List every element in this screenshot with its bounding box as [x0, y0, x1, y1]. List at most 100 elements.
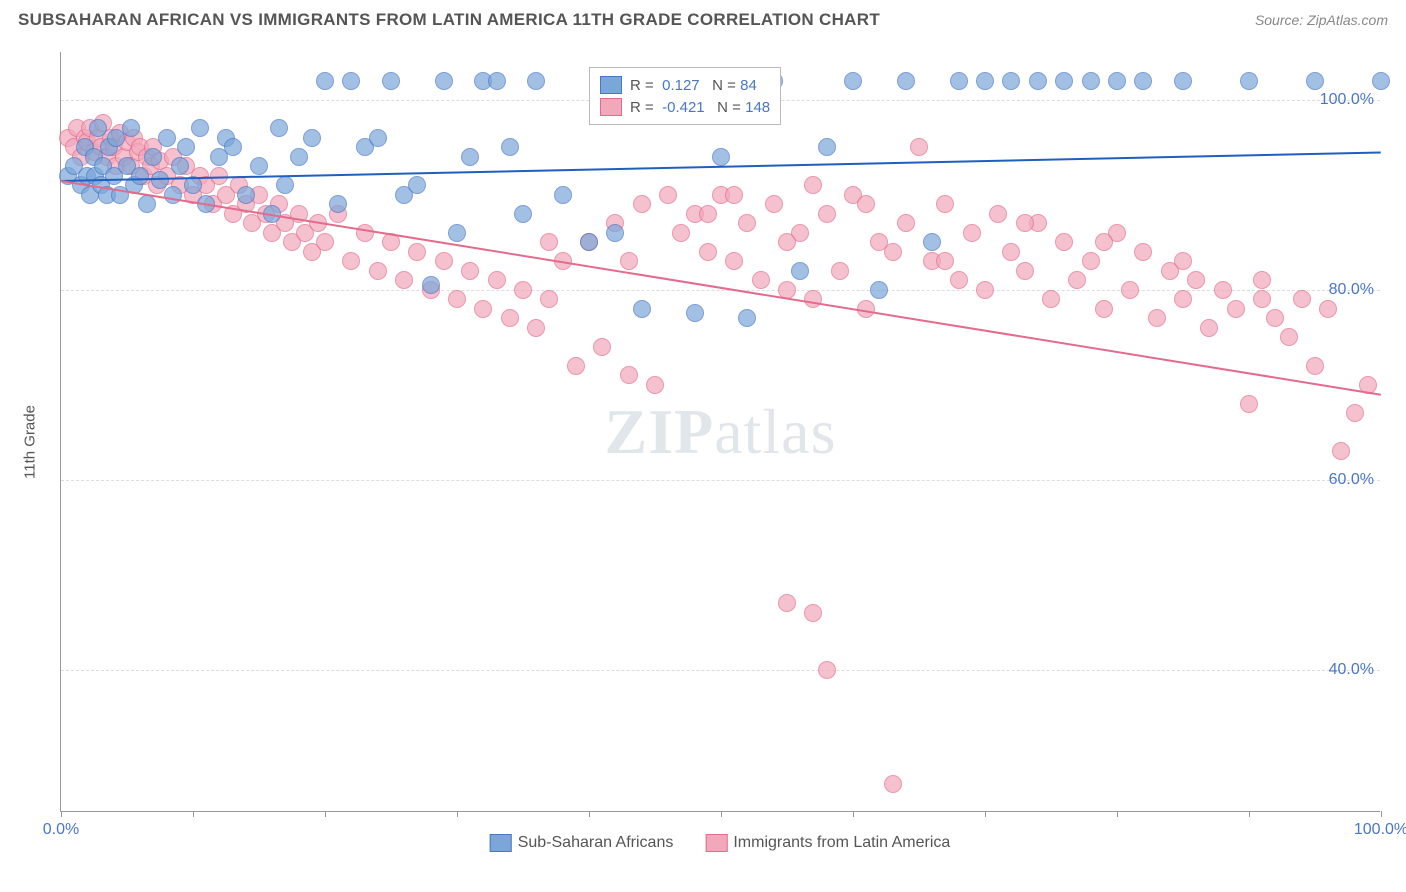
- data-point: [765, 195, 783, 213]
- watermark: ZIPatlas: [605, 395, 837, 469]
- data-point: [936, 252, 954, 270]
- legend-swatch: [705, 834, 727, 852]
- data-point: [804, 176, 822, 194]
- data-point: [316, 233, 334, 251]
- legend-swatch: [600, 76, 622, 94]
- data-point: [514, 205, 532, 223]
- data-point: [369, 129, 387, 147]
- data-point: [804, 290, 822, 308]
- chart-container: 11th Grade ZIPatlas 40.0%60.0%80.0%100.0…: [50, 42, 1390, 842]
- data-point: [1016, 262, 1034, 280]
- data-point: [435, 252, 453, 270]
- data-point: [448, 224, 466, 242]
- xtick-label: 100.0%: [1354, 821, 1406, 839]
- legend-row: R = 0.127 N = 84: [600, 74, 770, 96]
- data-point: [804, 604, 822, 622]
- data-point: [606, 224, 624, 242]
- data-point: [177, 138, 195, 156]
- gridline: [61, 670, 1380, 671]
- data-point: [514, 281, 532, 299]
- data-point: [1306, 357, 1324, 375]
- data-point: [1346, 404, 1364, 422]
- data-point: [89, 119, 107, 137]
- data-point: [1002, 72, 1020, 90]
- data-point: [1029, 72, 1047, 90]
- data-point: [422, 276, 440, 294]
- plot-area: ZIPatlas 40.0%60.0%80.0%100.0%0.0%100.0%…: [60, 52, 1380, 812]
- data-point: [593, 338, 611, 356]
- data-point: [448, 290, 466, 308]
- data-point: [1055, 72, 1073, 90]
- data-point: [329, 195, 347, 213]
- xtick: [1249, 811, 1250, 817]
- xtick: [1381, 811, 1382, 817]
- gridline: [61, 480, 1380, 481]
- data-point: [989, 205, 1007, 223]
- legend-bottom: Sub-Saharan AfricansImmigrants from Lati…: [490, 834, 951, 852]
- ytick-label: 60.0%: [1329, 471, 1374, 489]
- legend-stats-text: R = -0.421 N = 148: [630, 99, 770, 116]
- data-point: [171, 157, 189, 175]
- data-point: [1108, 72, 1126, 90]
- data-point: [461, 262, 479, 280]
- data-point: [342, 252, 360, 270]
- xtick: [193, 811, 194, 817]
- y-axis-label: 11th Grade: [22, 405, 39, 479]
- data-point: [738, 214, 756, 232]
- trend-line: [61, 180, 1381, 396]
- data-point: [778, 594, 796, 612]
- data-point: [1134, 243, 1152, 261]
- data-point: [144, 148, 162, 166]
- chart-title: SUBSAHARAN AFRICAN VS IMMIGRANTS FROM LA…: [18, 10, 880, 30]
- data-point: [461, 148, 479, 166]
- data-point: [1174, 72, 1192, 90]
- data-point: [1306, 72, 1324, 90]
- data-point: [633, 300, 651, 318]
- data-point: [1174, 290, 1192, 308]
- data-point: [131, 167, 149, 185]
- xtick: [325, 811, 326, 817]
- data-point: [474, 300, 492, 318]
- data-point: [1095, 233, 1113, 251]
- data-point: [1002, 243, 1020, 261]
- data-point: [290, 148, 308, 166]
- data-point: [870, 281, 888, 299]
- data-point: [1253, 271, 1271, 289]
- data-point: [1266, 309, 1284, 327]
- data-point: [1068, 271, 1086, 289]
- data-point: [138, 195, 156, 213]
- data-point: [224, 138, 242, 156]
- data-point: [699, 205, 717, 223]
- data-point: [250, 157, 268, 175]
- xtick: [985, 811, 986, 817]
- data-point: [1214, 281, 1232, 299]
- xtick: [457, 811, 458, 817]
- data-point: [1095, 300, 1113, 318]
- xtick: [61, 811, 62, 817]
- data-point: [725, 252, 743, 270]
- data-point: [659, 186, 677, 204]
- data-point: [1372, 72, 1390, 90]
- data-point: [1042, 290, 1060, 308]
- data-point: [540, 233, 558, 251]
- legend-item: Immigrants from Latin America: [705, 834, 950, 852]
- data-point: [527, 72, 545, 90]
- data-point: [725, 186, 743, 204]
- data-point: [237, 186, 255, 204]
- data-point: [686, 304, 704, 322]
- data-point: [976, 72, 994, 90]
- data-point: [1134, 72, 1152, 90]
- data-point: [382, 72, 400, 90]
- data-point: [844, 72, 862, 90]
- data-point: [950, 271, 968, 289]
- data-point: [540, 290, 558, 308]
- data-point: [1148, 309, 1166, 327]
- data-point: [580, 233, 598, 251]
- data-point: [791, 262, 809, 280]
- data-point: [936, 195, 954, 213]
- watermark-light: atlas: [714, 396, 836, 467]
- data-point: [672, 224, 690, 242]
- data-point: [435, 72, 453, 90]
- data-point: [884, 243, 902, 261]
- data-point: [1082, 252, 1100, 270]
